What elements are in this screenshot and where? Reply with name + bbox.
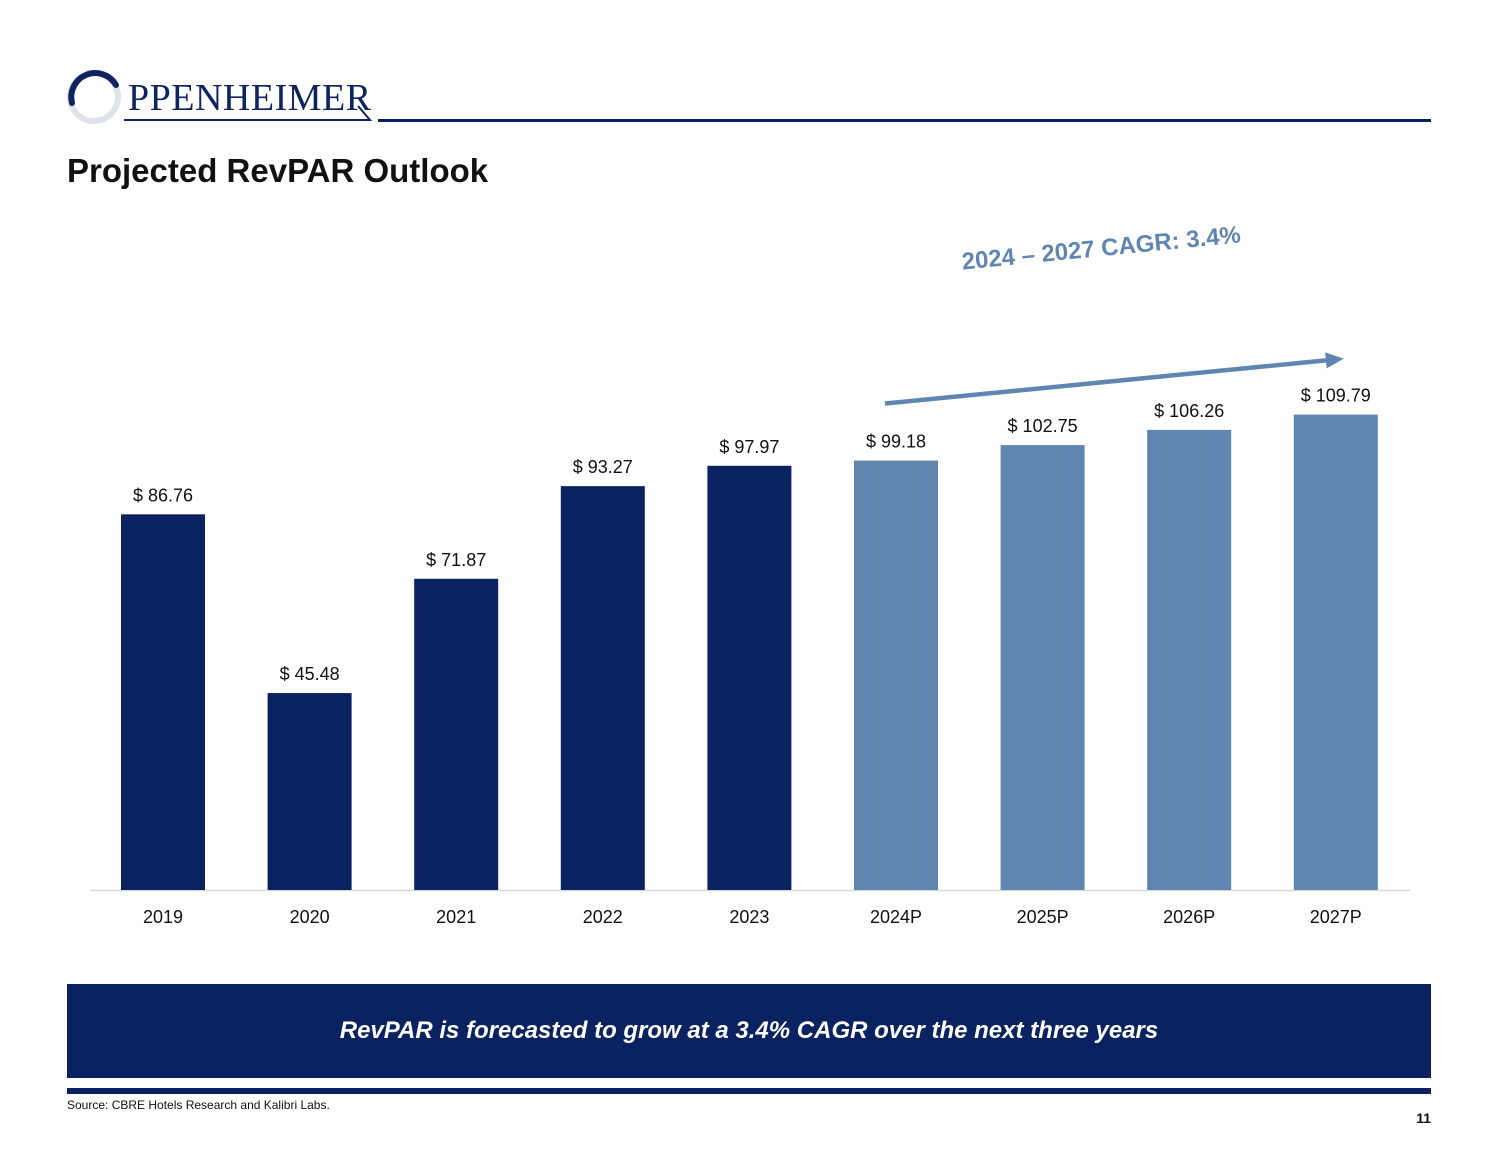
- summary-banner: RevPAR is forecasted to grow at a 3.4% C…: [67, 984, 1431, 1078]
- data-label-2021: $ 71.87: [426, 550, 486, 570]
- tick-label-2023: 2023: [729, 907, 769, 927]
- tick-label-2027p: 2027P: [1310, 907, 1362, 927]
- oppenheimer-logo: PPENHEIMER: [66, 66, 376, 126]
- cagr-arrow-line: [884, 358, 1327, 406]
- footer-divider: [67, 1088, 1431, 1094]
- banner-text: RevPAR is forecasted to grow at a 3.4% C…: [339, 1017, 1159, 1044]
- data-label-2024p: $ 99.18: [866, 432, 926, 452]
- bar-2020: [267, 693, 352, 890]
- data-label-2026p: $ 106.26: [1154, 401, 1224, 421]
- tick-label-2021: 2021: [436, 907, 476, 927]
- data-label-2023: $ 97.97: [719, 437, 779, 457]
- tick-label-2024p: 2024P: [870, 907, 922, 927]
- data-label-2020: $ 45.48: [280, 664, 340, 684]
- page-title: Projected RevPAR Outlook: [67, 152, 489, 189]
- header-divider: [378, 119, 1431, 122]
- bar-2023: [707, 465, 792, 890]
- bar-2027p: [1293, 414, 1378, 890]
- bar-2024p: [854, 460, 938, 890]
- data-label-2027p: $ 109.79: [1301, 386, 1371, 406]
- source-note: Source: CBRE Hotels Research and Kalibri…: [67, 1098, 330, 1112]
- logo-o-mark: [67, 70, 373, 124]
- bar-2022: [560, 486, 645, 890]
- tick-label-2020: 2020: [290, 907, 330, 927]
- bar-2019: [121, 514, 205, 890]
- data-label-2025p: $ 102.75: [1008, 416, 1078, 436]
- revpar-bar-chart: $ 86.76 2019 $ 45.48 2020 $ 71.87 2021 $ 93.27…: [90, 221, 1410, 927]
- page-number: 11: [1416, 1110, 1431, 1126]
- tick-label-2022: 2022: [583, 907, 623, 927]
- tick-label-2026p: 2026P: [1163, 907, 1215, 927]
- cagr-annotation: 2024 – 2027 CAGR: 3.4%: [961, 221, 1242, 275]
- bar-2026p: [1147, 429, 1232, 890]
- data-label-2019: $ 86.76: [133, 485, 193, 505]
- data-label-2022: $ 93.27: [573, 457, 633, 477]
- bar-2025p: [1000, 445, 1085, 890]
- logo-wordmark: PPENHEIMER: [128, 77, 372, 119]
- tick-label-2025p: 2025P: [1017, 907, 1069, 927]
- bar-2021: [414, 578, 499, 890]
- tick-label-2019: 2019: [143, 907, 183, 927]
- cagr-arrow-head: [1325, 352, 1344, 369]
